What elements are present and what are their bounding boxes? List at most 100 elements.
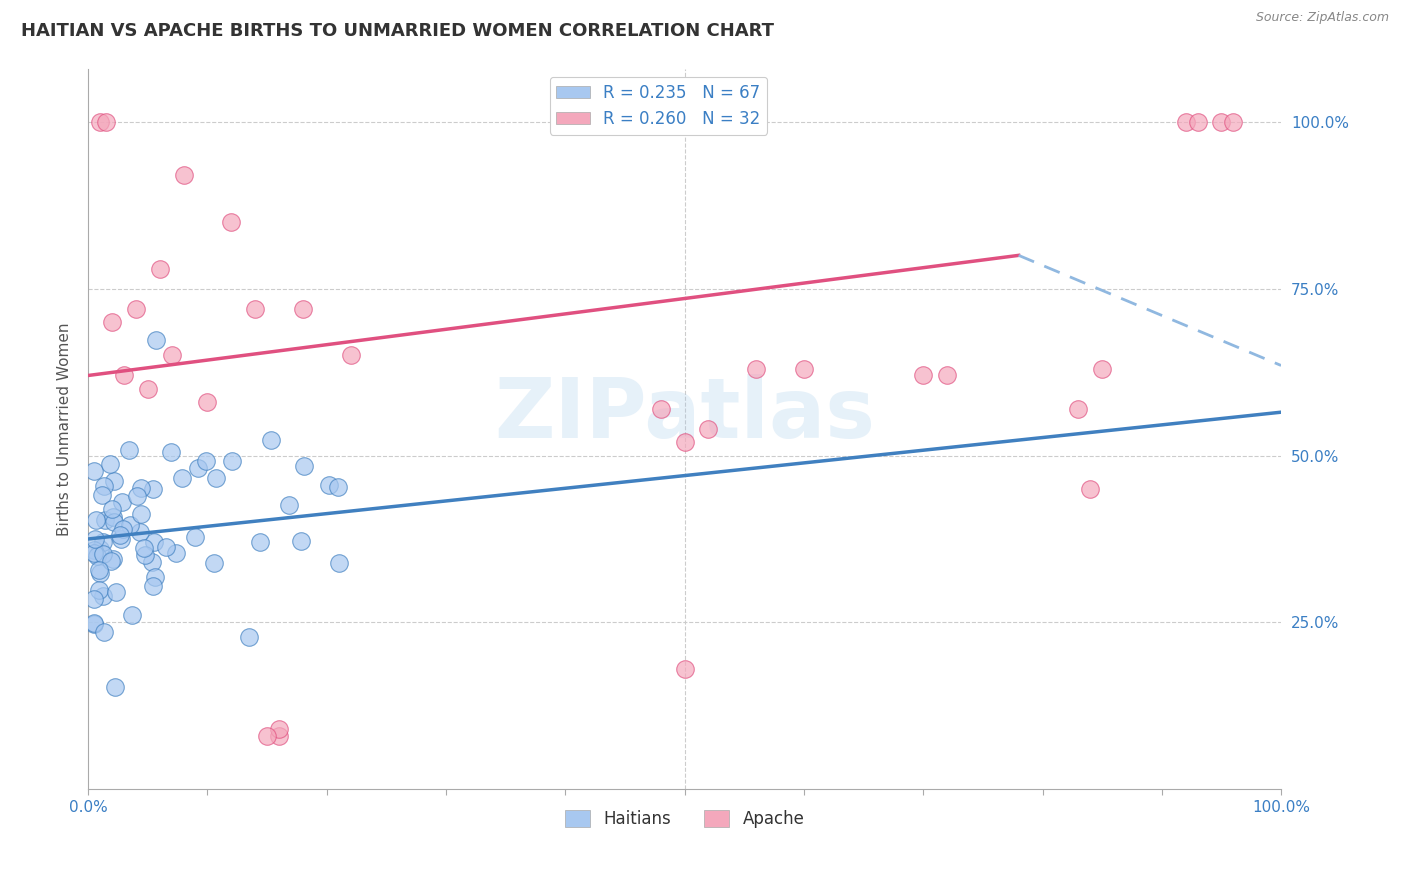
Point: [101, 510, 124, 524]
Point: [243, 301, 266, 316]
Point: [187, 461, 209, 475]
Point: [83, 616, 105, 631]
Legend: Haitians, Apache: Haitians, Apache: [558, 804, 811, 835]
Point: [328, 480, 350, 494]
Point: [195, 453, 218, 467]
Point: [141, 556, 163, 570]
Point: [256, 729, 278, 743]
Point: [84, 513, 107, 527]
Point: [160, 349, 183, 363]
Point: [267, 722, 290, 736]
Point: [143, 569, 166, 583]
Point: [173, 169, 195, 183]
Point: [292, 458, 315, 473]
Point: [86, 549, 108, 563]
Point: [221, 454, 243, 468]
Point: [1187, 115, 1209, 129]
Point: [159, 445, 181, 459]
Point: [1211, 115, 1233, 129]
Point: [318, 478, 340, 492]
Point: [87, 582, 110, 597]
Text: HAITIAN VS APACHE BIRTHS TO UNMARRIED WOMEN CORRELATION CHART: HAITIAN VS APACHE BIRTHS TO UNMARRIED WO…: [21, 22, 775, 40]
Point: [149, 261, 172, 276]
Point: [93, 479, 115, 493]
Point: [100, 502, 122, 516]
Point: [108, 528, 131, 542]
Point: [142, 482, 165, 496]
Point: [267, 729, 290, 743]
Point: [100, 554, 122, 568]
Point: [142, 535, 165, 549]
Point: [101, 315, 124, 329]
Point: [98, 458, 121, 472]
Y-axis label: Births to Unmarried Women: Births to Unmarried Women: [58, 322, 72, 535]
Point: [1222, 115, 1244, 129]
Point: [136, 382, 159, 396]
Point: [172, 471, 194, 485]
Point: [131, 481, 153, 495]
Text: ZIPatlas: ZIPatlas: [494, 374, 875, 455]
Point: [221, 215, 243, 229]
Text: Source: ZipAtlas.com: Source: ZipAtlas.com: [1256, 11, 1389, 24]
Point: [134, 541, 156, 555]
Point: [125, 301, 148, 316]
Point: [104, 680, 127, 694]
Point: [89, 566, 111, 580]
Point: [112, 523, 135, 537]
Point: [1174, 115, 1197, 129]
Point: [165, 546, 187, 560]
Point: [1091, 361, 1114, 376]
Point: [91, 547, 114, 561]
Point: [197, 395, 219, 409]
Point: [204, 556, 226, 570]
Point: [145, 334, 167, 348]
Point: [83, 546, 105, 560]
Point: [105, 585, 128, 599]
Point: [650, 401, 672, 416]
Point: [89, 115, 111, 129]
Point: [87, 563, 110, 577]
Point: [673, 435, 696, 450]
Point: [290, 533, 312, 548]
Point: [110, 532, 132, 546]
Point: [134, 549, 156, 563]
Point: [121, 607, 143, 622]
Point: [238, 630, 260, 644]
Point: [249, 534, 271, 549]
Point: [793, 361, 815, 376]
Point: [912, 368, 935, 383]
Point: [83, 465, 105, 479]
Point: [339, 349, 361, 363]
Point: [91, 534, 114, 549]
Point: [697, 422, 720, 436]
Point: [259, 433, 281, 447]
Point: [129, 507, 152, 521]
Point: [93, 625, 115, 640]
Point: [936, 368, 959, 383]
Point: [673, 662, 696, 676]
Point: [118, 517, 141, 532]
Point: [117, 442, 139, 457]
Point: [155, 541, 177, 555]
Point: [205, 471, 228, 485]
Point: [94, 115, 117, 129]
Point: [83, 616, 105, 631]
Point: [90, 488, 112, 502]
Point: [142, 578, 165, 592]
Point: [83, 592, 105, 607]
Point: [125, 489, 148, 503]
Point: [1078, 482, 1101, 496]
Point: [101, 552, 124, 566]
Point: [291, 301, 314, 316]
Point: [103, 474, 125, 488]
Point: [184, 530, 207, 544]
Point: [112, 368, 135, 383]
Point: [1067, 401, 1090, 416]
Point: [328, 556, 350, 570]
Point: [128, 525, 150, 540]
Point: [94, 513, 117, 527]
Point: [277, 499, 299, 513]
Point: [89, 542, 111, 557]
Point: [91, 590, 114, 604]
Point: [103, 515, 125, 529]
